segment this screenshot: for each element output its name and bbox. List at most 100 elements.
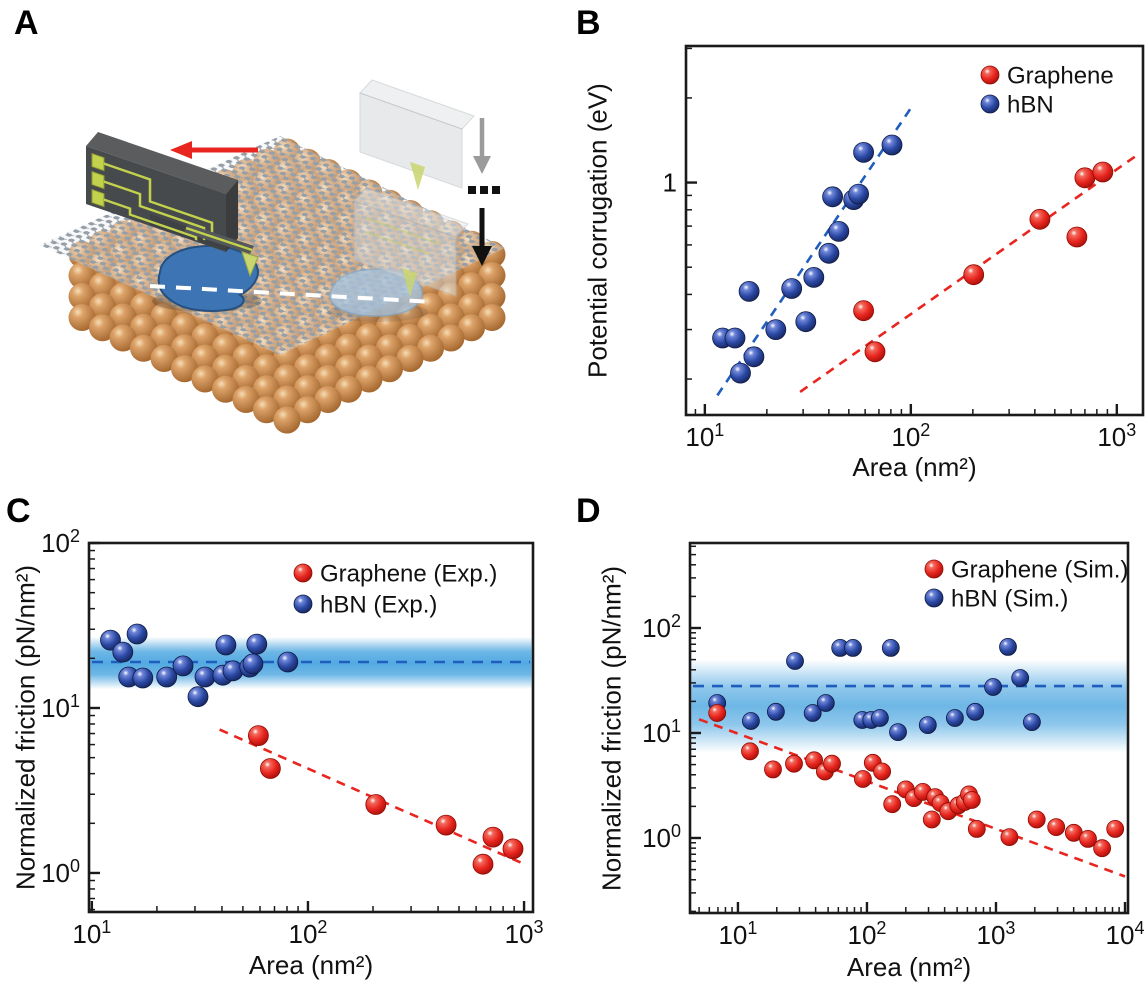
data-point-graphene xyxy=(962,791,981,809)
data-point-hbn xyxy=(277,651,299,673)
x-tick-label: 101 xyxy=(685,420,724,452)
substrate-atom xyxy=(191,323,219,351)
tick-exponent: 2 xyxy=(70,526,80,546)
black-down-arrowhead xyxy=(472,246,492,266)
tick-exponent: 3 xyxy=(1005,918,1015,938)
tick-base: 10 xyxy=(685,422,714,452)
legend-marker-red xyxy=(924,559,944,579)
tick-base: 10 xyxy=(1097,422,1126,452)
tick-base: 10 xyxy=(642,613,671,643)
data-point-graphene xyxy=(365,794,387,815)
data-point-graphene xyxy=(1047,818,1066,836)
substrate-atom xyxy=(171,355,198,383)
substrate-atom xyxy=(109,324,137,352)
trend-line-red xyxy=(799,154,1138,393)
data-point-hbn xyxy=(724,327,746,349)
data-point-hbn xyxy=(730,362,751,384)
ghost-tip2 xyxy=(402,268,417,297)
ellipsis-dot xyxy=(480,186,488,194)
gray-down-arrowhead xyxy=(473,156,491,174)
axis-ylabel-c: Normalized friction (pN/nm²) xyxy=(10,564,41,891)
substrate-atom xyxy=(417,313,444,341)
legend-label: hBN xyxy=(1007,92,1054,119)
panel-label-b: B xyxy=(576,4,601,42)
red-left-arrowhead xyxy=(170,141,192,159)
substrate-atom xyxy=(478,304,506,331)
data-point-graphene xyxy=(247,725,269,746)
data-point-graphene xyxy=(764,760,782,779)
data-point-hbn xyxy=(765,319,787,341)
data-point-hbn xyxy=(767,702,785,721)
x-tick-label: 102 xyxy=(847,918,886,950)
substrate-atom xyxy=(109,303,137,331)
tick-exponent: 3 xyxy=(534,917,544,937)
x-tick-label: 103 xyxy=(505,917,544,949)
data-point-hbn xyxy=(918,716,937,734)
tick-exponent: 1 xyxy=(747,918,757,938)
substrate-atom xyxy=(150,324,178,351)
tick-exponent: 1 xyxy=(671,716,681,736)
substrate-atom xyxy=(89,272,116,300)
legend-marker-red xyxy=(980,65,1000,85)
substrate-atom xyxy=(232,386,260,413)
data-point-graphene xyxy=(502,838,524,860)
substrate-atom xyxy=(314,386,342,413)
substrate-atom xyxy=(458,272,485,300)
data-point-graphene xyxy=(1074,167,1096,189)
x-tick-label: 103 xyxy=(1097,420,1136,452)
data-point-hbn xyxy=(246,633,268,655)
data-point-graphene xyxy=(259,758,281,779)
tick-base: 10 xyxy=(41,858,70,888)
data-point-hbn xyxy=(816,694,835,712)
data-point-hbn xyxy=(781,278,803,299)
ghost-chip-front-face xyxy=(359,92,463,189)
tick-exponent: 2 xyxy=(671,611,681,631)
substrate-atom xyxy=(89,314,116,342)
data-point-hbn xyxy=(786,652,804,670)
data-point-hbn xyxy=(187,686,209,708)
axis-ylabel-d: Normalized friction (pN/nm²) xyxy=(596,565,627,891)
substrate-atom xyxy=(355,365,383,393)
tick-base: 10 xyxy=(977,920,1006,950)
ellipsis-dot xyxy=(492,186,500,194)
data-point-graphene xyxy=(785,754,803,773)
legend-label: Graphene (Sim.) xyxy=(951,557,1128,584)
legend-marker-blue xyxy=(293,594,313,614)
data-point-hbn xyxy=(822,186,843,208)
tick-base: 10 xyxy=(891,422,920,452)
data-point-hbn xyxy=(889,723,907,741)
x-tick-label: 101 xyxy=(72,917,111,949)
circuit-trace xyxy=(104,198,198,241)
afm-chip-side-face xyxy=(226,180,238,252)
y-tick-label: 102 xyxy=(41,526,80,558)
data-point-hbn xyxy=(848,183,869,205)
data-point-hbn xyxy=(742,712,760,730)
tick-base: 1 xyxy=(663,168,677,198)
legend-marker-red xyxy=(293,563,313,583)
tick-base: 10 xyxy=(1106,920,1135,950)
tick-exponent: 1 xyxy=(714,420,724,440)
substrate-atom xyxy=(273,364,301,392)
substrate-atom xyxy=(253,375,280,403)
afm-tip xyxy=(241,251,259,278)
substrate-atom xyxy=(212,354,239,382)
ghost-chip2-front-face xyxy=(353,200,457,297)
substrate-atom xyxy=(68,304,96,331)
data-point-hbn xyxy=(803,704,822,722)
data-point-graphene xyxy=(854,770,872,788)
substrate-atom xyxy=(335,375,362,403)
substrate-atom xyxy=(273,406,301,434)
data-point-hbn xyxy=(881,639,900,657)
tick-exponent: 1 xyxy=(70,691,80,711)
data-point-hbn xyxy=(112,641,134,663)
substrate-atom xyxy=(355,323,383,351)
data-point-graphene xyxy=(853,300,874,322)
substrate-atom xyxy=(212,375,239,403)
y-tick-label: 101 xyxy=(642,716,681,748)
tick-exponent: 2 xyxy=(317,917,327,937)
data-point-hbn xyxy=(1023,713,1041,731)
ellipsis-dot xyxy=(468,186,476,194)
tick-base: 10 xyxy=(642,823,671,853)
